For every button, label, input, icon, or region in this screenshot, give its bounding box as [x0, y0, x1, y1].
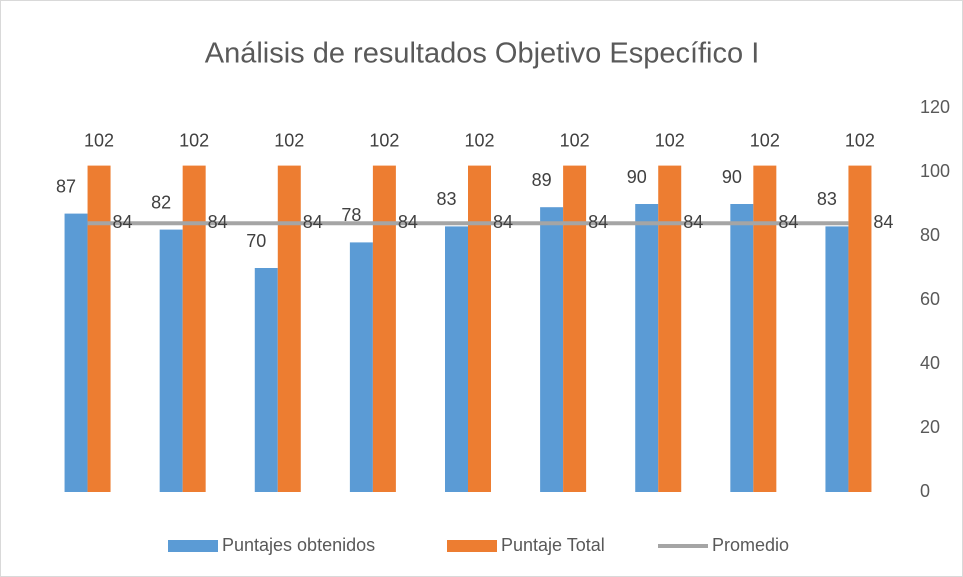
data-label: 102 — [655, 130, 685, 150]
data-label: 87 — [56, 176, 76, 196]
data-label: 84 — [398, 212, 418, 232]
data-label: 84 — [208, 212, 228, 232]
data-label: 84 — [493, 212, 513, 232]
bar — [350, 242, 373, 492]
legend-swatch — [168, 540, 218, 552]
data-label: 84 — [113, 212, 133, 232]
data-label: 102 — [369, 130, 399, 150]
chart: Análisis de resultados Objetivo Específi… — [0, 0, 963, 577]
y-tick-label: 120 — [920, 97, 950, 117]
bar — [255, 268, 278, 492]
data-label: 90 — [722, 167, 742, 187]
bar — [730, 204, 753, 492]
data-label: 90 — [627, 167, 647, 187]
bar — [540, 207, 563, 492]
bar — [658, 166, 681, 492]
data-label: 84 — [683, 212, 703, 232]
bar — [65, 214, 88, 492]
data-label: 102 — [750, 130, 780, 150]
bar — [278, 166, 301, 492]
bar — [373, 166, 396, 492]
bar — [445, 226, 468, 492]
legend-swatch — [447, 540, 497, 552]
y-tick-label: 60 — [920, 289, 940, 309]
data-label: 102 — [464, 130, 494, 150]
legend-label: Puntaje Total — [501, 535, 605, 555]
legend-label: Puntajes obtenidos — [222, 535, 375, 555]
data-label: 83 — [436, 189, 456, 209]
data-label: 89 — [532, 170, 552, 190]
bar — [88, 166, 111, 492]
data-label: 102 — [845, 130, 875, 150]
data-label: 84 — [873, 212, 893, 232]
data-label: 82 — [151, 192, 171, 212]
data-label: 84 — [778, 212, 798, 232]
chart-title: Análisis de resultados Objetivo Específi… — [205, 38, 760, 70]
y-tick-label: 0 — [920, 481, 930, 501]
bar — [635, 204, 658, 492]
bar — [160, 230, 183, 492]
data-label: 102 — [84, 130, 114, 150]
y-tick-label: 40 — [920, 353, 940, 373]
y-tick-label: 20 — [920, 417, 940, 437]
y-tick-label: 100 — [920, 161, 950, 181]
bar — [848, 166, 871, 492]
data-label: 102 — [179, 130, 209, 150]
bar — [563, 166, 586, 492]
data-label: 102 — [560, 130, 590, 150]
data-label: 84 — [303, 212, 323, 232]
bar — [183, 166, 206, 492]
y-tick-label: 80 — [920, 225, 940, 245]
data-label: 84 — [588, 212, 608, 232]
data-label: 70 — [246, 231, 266, 251]
bar — [753, 166, 776, 492]
data-label: 83 — [817, 189, 837, 209]
bar — [468, 166, 491, 492]
legend-label: Promedio — [712, 535, 789, 555]
bar — [825, 226, 848, 492]
data-label: 102 — [274, 130, 304, 150]
